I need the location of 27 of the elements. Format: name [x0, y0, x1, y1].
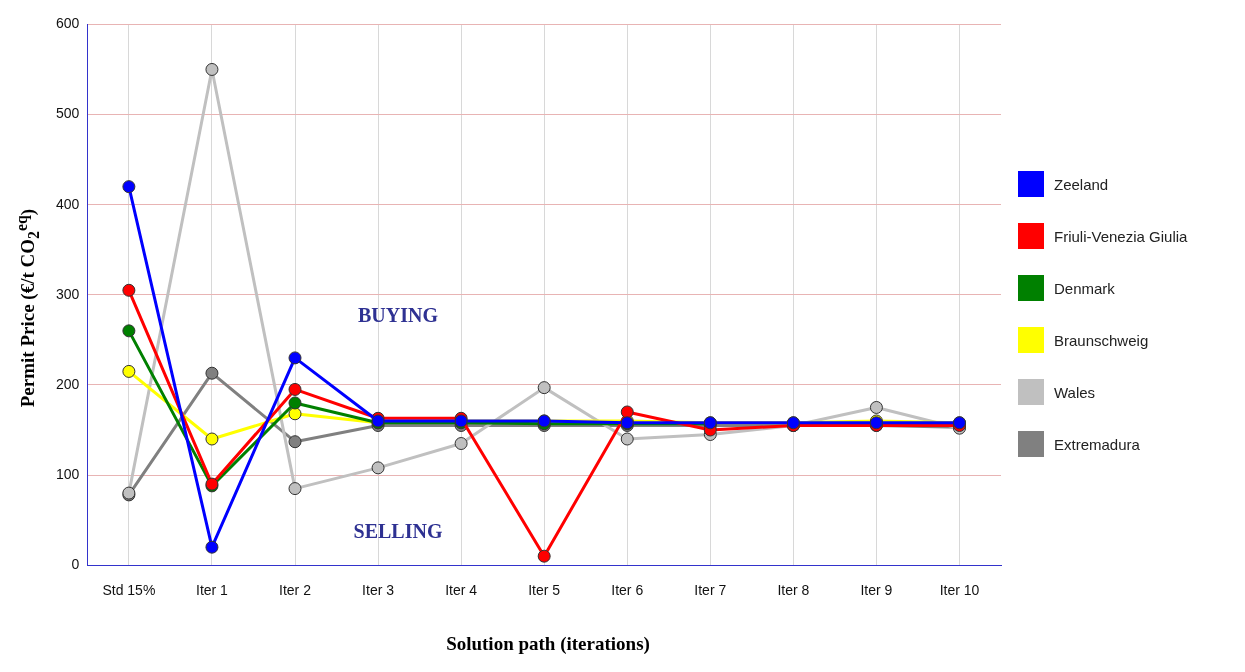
x-tick-label: Iter 3 [362, 582, 395, 599]
x-tick-label: Iter 2 [279, 582, 312, 599]
y-tick-label: 400 [56, 195, 80, 212]
x-tick-label: Iter 6 [611, 582, 644, 599]
legend-label: Braunschweig [1054, 331, 1149, 349]
legend-label: Denmark [1054, 279, 1115, 297]
y-tick-label: 200 [56, 375, 80, 392]
y-tick-label: 100 [56, 465, 80, 482]
x-tick-label: Iter 4 [445, 582, 478, 599]
legend-label: Wales [1054, 383, 1096, 401]
x-tick-label: Iter 1 [195, 582, 229, 599]
legend-label: Friuli-Venezia Giulia [1054, 227, 1188, 245]
legend-label: Extremadura [1054, 435, 1140, 453]
x-tick-label: Iter 8 [777, 582, 810, 599]
x-tick-label: Iter 10 [939, 582, 980, 599]
annotation: SELLING [353, 520, 443, 543]
legend-label: Zeeland [1054, 175, 1109, 193]
y-tick-label: 500 [56, 105, 80, 122]
x-tick-label: Iter 5 [528, 582, 561, 599]
y-tick-label: 300 [56, 285, 80, 302]
annotation: BUYING [357, 303, 439, 326]
y-tick-label: 0 [71, 556, 80, 573]
x-axis-title: Solution path (iterations) [445, 633, 651, 655]
y-tick-label: 600 [56, 15, 80, 32]
x-tick-label: Std 15% [102, 582, 156, 599]
x-tick-label: Iter 9 [860, 582, 893, 599]
x-tick-label: Iter 7 [694, 582, 727, 599]
